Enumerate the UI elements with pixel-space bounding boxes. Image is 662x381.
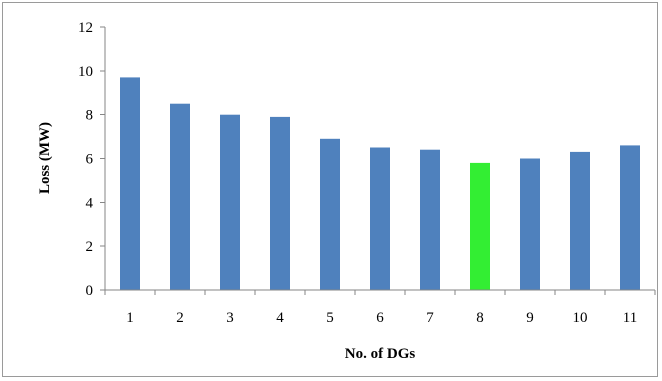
x-tick-label-7: 7 [426,310,434,326]
y-tick-label-6: 6 [86,152,94,168]
x-axis-title: No. of DGs [345,346,416,362]
x-tick-label-11: 11 [623,310,637,326]
bar-7 [420,149,440,290]
x-tick-label-3: 3 [226,310,234,326]
x-ticks-group: 1 2 3 4 5 6 7 8 9 10 11 [126,310,637,326]
x-tick-label-8: 8 [476,310,484,326]
x-tick-label-5: 5 [326,310,334,326]
x-tick-label-2: 2 [176,310,184,326]
bar-8 [470,162,490,290]
y-tick-label-10: 10 [78,64,93,80]
bar-1 [120,77,140,291]
y-tick-label-8: 8 [86,108,94,124]
bars-group [120,77,640,291]
bar-10 [570,151,590,290]
bar-9 [520,158,540,290]
x-tick-label-1: 1 [126,310,134,326]
y-ticks-group: 0 2 4 6 8 10 12 [78,20,94,299]
axes-group [100,26,656,295]
y-tick-label-4: 4 [86,195,94,211]
y-axis-title: Loss (MW) [37,122,53,194]
bar-4 [270,116,290,291]
y-tick-label-2: 2 [86,239,94,255]
bar-5 [320,138,340,290]
bar-11 [620,145,640,290]
bar-3 [220,114,240,290]
x-tick-label-4: 4 [276,310,284,326]
bar-2 [170,103,190,290]
x-tick-label-10: 10 [573,310,588,326]
x-tick-label-9: 9 [526,310,534,326]
bar-6 [370,147,390,290]
x-tick-label-6: 6 [376,310,384,326]
y-tick-label-0: 0 [86,283,94,299]
y-tick-label-12: 12 [78,20,93,36]
